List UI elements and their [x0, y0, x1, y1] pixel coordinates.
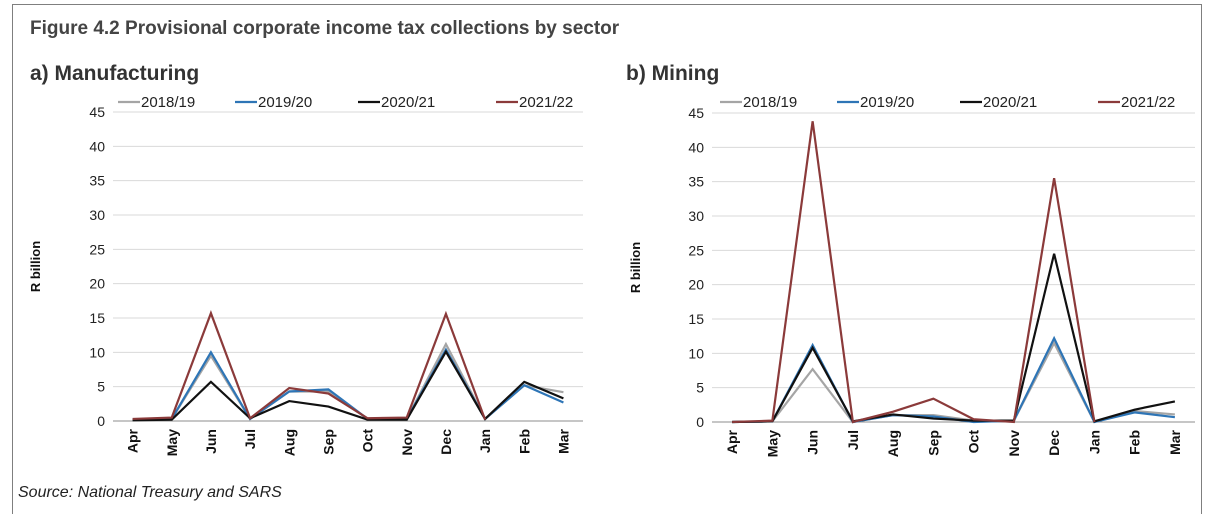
- manufacturing-x-tick-label: Jun: [203, 429, 219, 454]
- mining-ytick-label: 30: [688, 208, 704, 224]
- manufacturing-ytick-label: 35: [89, 173, 105, 189]
- manufacturing-ytick-label: 25: [89, 241, 105, 257]
- mining-x-tick-label: Jul: [845, 430, 861, 450]
- manufacturing-x-tick-label: Apr: [125, 428, 141, 453]
- manufacturing-x-tick-label: Oct: [360, 429, 376, 453]
- manufacturing-ytick-label: 5: [97, 379, 105, 395]
- panel-title-mining: b) Mining: [626, 62, 720, 85]
- mining-legend-label: 2018/19: [743, 94, 797, 111]
- mining-x-tick-label: Mar: [1167, 429, 1183, 454]
- manufacturing-ytick-label: 45: [89, 104, 105, 120]
- manufacturing-x-tick-label: Feb: [516, 429, 532, 454]
- manufacturing-x-tick-label: Aug: [281, 429, 297, 456]
- manufacturing-x-tick-label: Mar: [555, 428, 571, 453]
- manufacturing-legend-label: 2018/19: [141, 94, 195, 111]
- manufacturing-ytick-label: 15: [89, 310, 105, 326]
- mining-ytick-label: 5: [696, 380, 704, 396]
- mining-x-tick-label: Oct: [966, 430, 982, 454]
- mining-ytick-label: 15: [688, 311, 704, 327]
- figure-title: Figure 4.2 Provisional corporate income …: [30, 18, 620, 39]
- figure-frame: [12, 4, 1202, 514]
- mining-x-tick-label: Aug: [885, 430, 901, 457]
- manufacturing-ytick-label: 10: [89, 344, 105, 360]
- mining-ytick-label: 10: [688, 345, 704, 361]
- mining-legend-label: 2019/20: [860, 94, 914, 111]
- mining-x-tick-label: Dec: [1046, 430, 1062, 456]
- manufacturing-x-tick-label: May: [164, 429, 180, 456]
- manufacturing-series-line-2019-20: [132, 347, 564, 421]
- manufacturing-legend-label: 2021/22: [519, 94, 573, 111]
- mining-ytick-label: 40: [688, 139, 704, 155]
- mining-x-tick-label: Feb: [1127, 430, 1143, 455]
- mining-ytick-label: 25: [688, 242, 704, 258]
- manufacturing-y-axis-label: R billion: [28, 241, 43, 292]
- manufacturing-series-line-2021-22: [132, 310, 487, 421]
- mining-series-line-2020-21: [732, 253, 1176, 424]
- manufacturing-ytick-label: 30: [89, 207, 105, 223]
- manufacturing-x-tick-label: Nov: [399, 429, 415, 456]
- manufacturing-x-tick-label: Jan: [477, 429, 493, 453]
- manufacturing-legend-label: 2020/21: [381, 94, 435, 111]
- manufacturing-x-tick-label: Sep: [320, 429, 336, 455]
- source-note: Source: National Treasury and SARS: [18, 484, 282, 501]
- mining-ytick-label: 20: [688, 277, 704, 293]
- manufacturing-x-tick-label: Dec: [438, 429, 454, 455]
- mining-ytick-label: 45: [688, 105, 704, 121]
- mining-x-tick-label: Nov: [1006, 430, 1022, 457]
- manufacturing-legend-label: 2019/20: [258, 94, 312, 111]
- mining-x-tick-label: Jun: [805, 430, 821, 455]
- manufacturing-ytick-label: 40: [89, 138, 105, 154]
- mining-y-axis-label: R billion: [628, 242, 643, 293]
- manufacturing-ytick-label: 20: [89, 276, 105, 292]
- manufacturing-series-line-2020-21: [132, 349, 564, 422]
- mining-x-tick-label: Sep: [925, 430, 941, 456]
- manufacturing-x-tick-label: Jul: [242, 429, 258, 449]
- mining-ytick-label: 0: [696, 414, 704, 430]
- mining-x-tick-label: Jan: [1086, 430, 1102, 454]
- mining-legend-label: 2021/22: [1121, 94, 1175, 111]
- panel-title-manufacturing: a) Manufacturing: [30, 62, 200, 85]
- mining-ytick-label: 35: [688, 174, 704, 190]
- mining-series-line-2021-22: [732, 121, 1096, 424]
- mining-x-tick-label: Apr: [724, 429, 740, 454]
- mining-legend-label: 2020/21: [983, 94, 1037, 111]
- mining-x-tick-label: May: [764, 430, 780, 457]
- manufacturing-ytick-label: 0: [97, 413, 105, 429]
